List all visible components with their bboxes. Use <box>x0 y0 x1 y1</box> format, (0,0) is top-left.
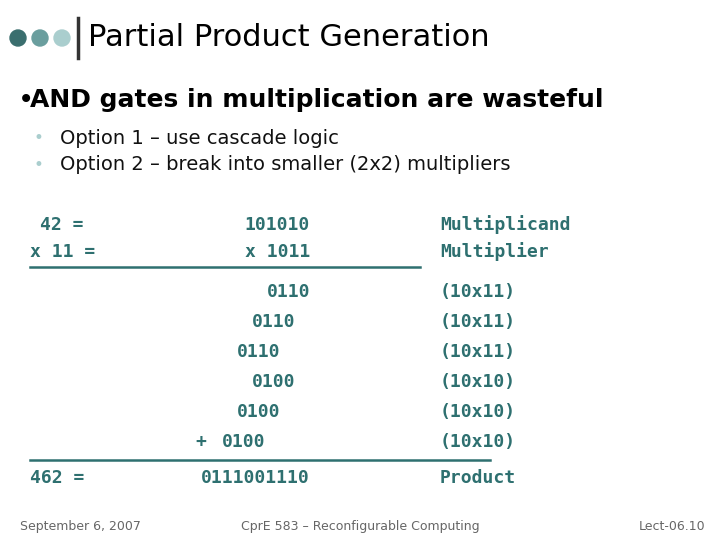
Circle shape <box>10 30 26 46</box>
Text: 0110: 0110 <box>251 313 295 331</box>
Text: (10x10): (10x10) <box>440 373 516 391</box>
Text: (10x11): (10x11) <box>440 313 516 331</box>
Circle shape <box>32 30 48 46</box>
Text: 0100: 0100 <box>236 403 280 421</box>
Text: •: • <box>34 156 44 174</box>
Text: Partial Product Generation: Partial Product Generation <box>88 24 490 52</box>
Text: Option 1 – use cascade logic: Option 1 – use cascade logic <box>60 129 339 147</box>
Text: (10x10): (10x10) <box>440 403 516 421</box>
Text: AND gates in multiplication are wasteful: AND gates in multiplication are wasteful <box>30 88 603 112</box>
Text: Multiplier: Multiplier <box>440 242 549 261</box>
Text: September 6, 2007: September 6, 2007 <box>20 520 141 533</box>
Text: 101010: 101010 <box>245 216 310 234</box>
Text: 0100: 0100 <box>251 373 295 391</box>
Text: Option 2 – break into smaller (2x2) multipliers: Option 2 – break into smaller (2x2) mult… <box>60 156 510 174</box>
Text: x 1011: x 1011 <box>245 243 310 261</box>
Text: 0111001110: 0111001110 <box>202 469 310 487</box>
Text: •: • <box>34 129 44 147</box>
Text: (10x10): (10x10) <box>440 433 516 451</box>
Text: CprE 583 – Reconfigurable Computing: CprE 583 – Reconfigurable Computing <box>240 520 480 533</box>
Text: 462 =: 462 = <box>30 469 84 487</box>
Text: (10x11): (10x11) <box>440 343 516 361</box>
Circle shape <box>54 30 70 46</box>
Text: 42 =: 42 = <box>40 216 84 234</box>
Text: 0110: 0110 <box>236 343 280 361</box>
Text: Multiplicand: Multiplicand <box>440 215 570 234</box>
Text: Product: Product <box>440 469 516 487</box>
Text: Lect-06.10: Lect-06.10 <box>639 520 705 533</box>
Text: (10x11): (10x11) <box>440 283 516 301</box>
Text: 0100: 0100 <box>222 433 265 451</box>
Text: +: + <box>195 433 206 451</box>
Text: x 11 =: x 11 = <box>30 243 95 261</box>
Text: 0110: 0110 <box>266 283 310 301</box>
Text: •: • <box>18 86 35 114</box>
